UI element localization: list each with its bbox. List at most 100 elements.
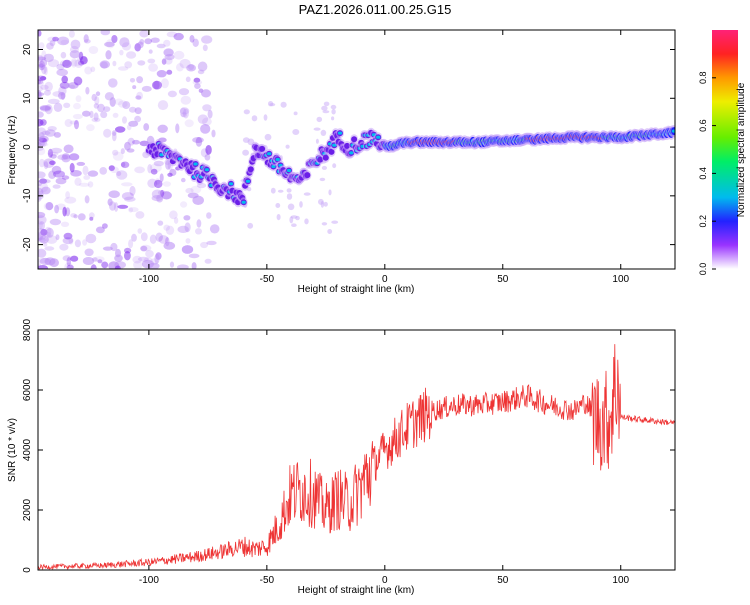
noise-blob bbox=[201, 89, 211, 98]
noise-blob bbox=[59, 243, 69, 251]
noise-blob bbox=[44, 89, 51, 96]
figure-title: PAZ1.2026.011.00.25.G15 bbox=[299, 2, 452, 17]
noise-blob bbox=[115, 126, 126, 133]
noise-blob bbox=[331, 108, 336, 115]
noise-blob bbox=[275, 203, 281, 208]
noise-blob bbox=[185, 238, 191, 244]
noise-blob bbox=[202, 117, 212, 126]
noise-blob bbox=[70, 39, 81, 50]
noise-blob bbox=[112, 149, 119, 156]
noise-blob bbox=[38, 75, 47, 82]
noise-blob bbox=[38, 180, 43, 187]
noise-blob bbox=[112, 151, 124, 161]
noise-blob bbox=[44, 226, 52, 237]
noise-blob bbox=[38, 147, 46, 156]
noise-blob bbox=[124, 141, 131, 151]
noise-blob bbox=[156, 70, 167, 78]
noise-blob bbox=[206, 240, 217, 246]
ridge-peak bbox=[267, 152, 272, 156]
noise-blob bbox=[79, 56, 88, 65]
noise-blob bbox=[102, 246, 113, 251]
noise-blob bbox=[78, 182, 90, 187]
noise-blob bbox=[137, 256, 149, 262]
noise-blob bbox=[140, 232, 148, 242]
noise-blob bbox=[163, 241, 176, 250]
noise-blob bbox=[160, 78, 169, 89]
noise-blob bbox=[38, 118, 44, 127]
noise-blob bbox=[70, 58, 78, 68]
noise-blob bbox=[132, 255, 142, 264]
noise-blob bbox=[93, 103, 100, 109]
noise-blob bbox=[38, 179, 51, 184]
noise-blob bbox=[64, 196, 77, 204]
noise-blob bbox=[93, 112, 99, 122]
noise-blob bbox=[88, 212, 95, 219]
noise-blob bbox=[179, 107, 187, 118]
noise-blob bbox=[328, 189, 332, 196]
noise-blob bbox=[173, 50, 185, 60]
noise-blob bbox=[40, 84, 49, 90]
noise-blob bbox=[167, 90, 177, 98]
noise-blob bbox=[124, 196, 136, 202]
noise-blob bbox=[166, 31, 178, 38]
noise-blob bbox=[46, 235, 58, 244]
colorbar-label: Normalized spectral amplitude bbox=[736, 82, 747, 217]
noise-blob bbox=[38, 91, 42, 97]
noise-blob bbox=[38, 158, 45, 168]
noise-blob bbox=[73, 214, 78, 219]
noise-blob bbox=[97, 103, 105, 113]
noise-blob bbox=[105, 50, 112, 60]
noise-blob bbox=[133, 260, 143, 269]
noise-blob bbox=[321, 105, 328, 111]
y-tick-label: 20 bbox=[22, 44, 33, 56]
noise-blob bbox=[38, 220, 43, 230]
y-tick-label: -10 bbox=[22, 188, 33, 203]
noise-blob bbox=[38, 42, 45, 50]
y-tick-label: 8000 bbox=[22, 318, 33, 341]
noise-blob bbox=[38, 79, 44, 85]
noise-blob bbox=[69, 50, 81, 59]
noise-blob bbox=[179, 107, 190, 115]
noise-blob bbox=[186, 64, 197, 72]
noise-blob bbox=[111, 35, 118, 43]
noise-blob bbox=[180, 112, 188, 118]
noise-blob bbox=[188, 64, 195, 70]
ridge-peak bbox=[286, 168, 292, 173]
noise-blob bbox=[111, 130, 117, 136]
noise-blob bbox=[201, 35, 213, 44]
noise-blob bbox=[136, 76, 144, 84]
noise-blob bbox=[315, 138, 319, 144]
noise-blob bbox=[147, 58, 156, 64]
noise-blob bbox=[181, 177, 186, 183]
noise-blob bbox=[251, 115, 258, 122]
noise-blob bbox=[135, 211, 145, 219]
noise-blob bbox=[242, 137, 250, 143]
noise-blob bbox=[48, 151, 59, 156]
noise-blob bbox=[45, 202, 54, 211]
noise-blob bbox=[41, 130, 51, 136]
noise-blob bbox=[39, 178, 48, 184]
noise-blob bbox=[128, 106, 137, 113]
noise-blob bbox=[59, 81, 70, 89]
noise-blob bbox=[109, 97, 116, 107]
noise-blob bbox=[150, 37, 160, 43]
noise-blob bbox=[83, 39, 91, 44]
y-tick-label: 0 bbox=[22, 567, 33, 573]
x-tick-label: 50 bbox=[497, 274, 509, 285]
noise-blob bbox=[41, 186, 51, 195]
noise-blob bbox=[126, 51, 137, 59]
noise-blob bbox=[41, 50, 47, 61]
noise-blob bbox=[89, 110, 94, 119]
noise-blob bbox=[157, 190, 166, 196]
noise-blob bbox=[38, 228, 47, 234]
noise-blob bbox=[84, 195, 90, 204]
spectrogram-x-ticks: -100 -50 0 50 100 bbox=[139, 30, 630, 285]
noise-blob bbox=[44, 257, 56, 266]
noise-blob bbox=[163, 224, 170, 231]
noise-blob bbox=[47, 126, 57, 132]
noise-blob bbox=[82, 257, 95, 265]
noise-blob bbox=[132, 139, 140, 145]
noise-blob bbox=[46, 227, 54, 238]
noise-blob bbox=[285, 144, 290, 149]
noise-blob bbox=[51, 165, 62, 175]
